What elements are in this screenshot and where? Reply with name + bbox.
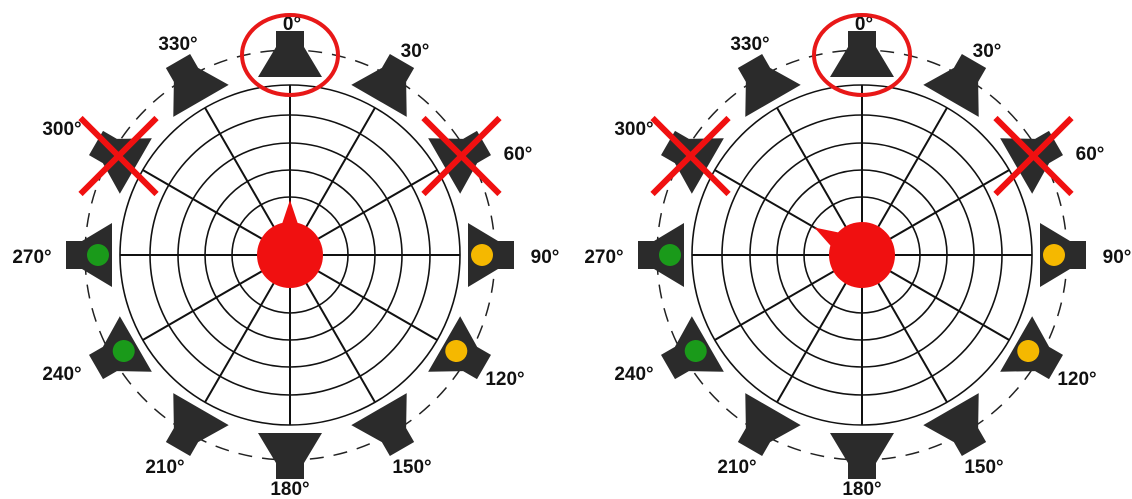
speaker-body <box>428 130 491 194</box>
angle-label: 180° <box>842 479 881 499</box>
speaker <box>737 393 801 456</box>
speaker <box>661 316 724 380</box>
angle-label: 30° <box>973 41 1002 62</box>
speaker <box>737 54 801 117</box>
speaker-body <box>737 393 801 456</box>
speaker <box>258 31 322 77</box>
cross-mark <box>78 115 159 197</box>
speaker <box>830 31 894 77</box>
speaker <box>258 433 322 479</box>
status-dot <box>445 340 468 362</box>
listener <box>257 200 323 288</box>
speaker <box>650 115 731 197</box>
speaker-body <box>830 31 894 77</box>
speaker <box>923 54 987 117</box>
speaker-body <box>165 54 229 117</box>
cross-mark <box>421 115 502 197</box>
listener <box>814 222 895 288</box>
angle-label: 120° <box>485 369 524 390</box>
listener-head <box>829 222 895 288</box>
angle-label: 150° <box>392 457 431 478</box>
spoke <box>861 107 948 256</box>
speaker <box>830 433 894 479</box>
highlight-ring <box>240 13 340 97</box>
angle-label: 300° <box>42 119 81 140</box>
angle-label: 240° <box>614 364 653 385</box>
speaker <box>89 316 152 380</box>
angle-label: 330° <box>158 34 197 55</box>
speaker-body <box>661 130 724 194</box>
speaker <box>78 115 159 197</box>
speaker-body <box>923 54 987 117</box>
angle-label: 210° <box>717 457 756 478</box>
speaker <box>638 223 684 287</box>
status-dot <box>112 340 135 362</box>
angle-label: 0° <box>855 14 873 35</box>
angle-label: 120° <box>1057 369 1096 390</box>
status-dot <box>1017 340 1040 362</box>
status-dot <box>684 340 707 362</box>
speaker <box>1040 223 1086 287</box>
angle-label: 300° <box>614 119 653 140</box>
speaker-body <box>351 54 415 117</box>
angle-label: 30° <box>401 41 430 62</box>
angle-label: 60° <box>504 144 533 165</box>
angle-label: 90° <box>531 247 560 268</box>
speaker-body <box>923 393 987 456</box>
status-dot <box>471 244 493 266</box>
angle-label: 210° <box>145 457 184 478</box>
speaker-body <box>165 393 229 456</box>
angle-label: 90° <box>1103 247 1132 268</box>
speaker <box>351 393 415 456</box>
speaker <box>923 393 987 456</box>
status-dot <box>1043 244 1065 266</box>
angle-label: 0° <box>283 14 301 35</box>
angle-label: 330° <box>730 34 769 55</box>
speaker-body <box>737 54 801 117</box>
cross-mark <box>993 115 1074 197</box>
angle-label: 240° <box>42 364 81 385</box>
speaker-body <box>1000 130 1063 194</box>
status-dot <box>659 244 681 266</box>
speaker <box>165 54 229 117</box>
speaker <box>993 115 1074 197</box>
angle-label: 270° <box>584 247 623 268</box>
angle-label: 270° <box>12 247 51 268</box>
speaker-body <box>258 433 322 479</box>
panel: 0° 30° 60° 90° 120° 150° 180° 210° 240° 270° 300° 3… <box>12 13 560 499</box>
status-dot <box>87 244 109 266</box>
speaker-body <box>89 130 152 194</box>
speaker-body <box>351 393 415 456</box>
speaker <box>421 115 502 197</box>
listener-head <box>257 222 323 288</box>
speaker <box>1000 316 1063 380</box>
panel: 0° 30° 60° 90° 120° 150° 180° 210° 240° 270° 300° 3… <box>584 13 1132 499</box>
speaker <box>428 316 491 380</box>
angle-label: 60° <box>1076 144 1105 165</box>
speaker <box>165 393 229 456</box>
speaker <box>66 223 112 287</box>
cross-mark <box>650 115 731 197</box>
highlight-ring <box>812 13 912 97</box>
speaker <box>468 223 514 287</box>
speaker-body <box>830 433 894 479</box>
angle-label: 180° <box>270 479 309 499</box>
speaker <box>351 54 415 117</box>
angle-label: 150° <box>964 457 1003 478</box>
speaker-body <box>258 31 322 77</box>
